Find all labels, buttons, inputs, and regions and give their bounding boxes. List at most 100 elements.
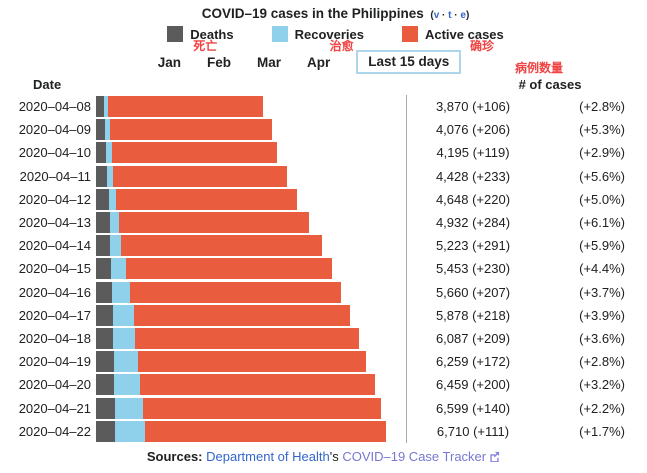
external-link-icon[interactable]: [489, 450, 500, 465]
table-row: 2020–04–16 5,660 (+207) (+3.7%): [0, 280, 647, 304]
tab-jan[interactable]: Jan: [157, 54, 181, 70]
legend-label: Recoveries: [294, 26, 364, 42]
legend-label: Deaths: [190, 26, 234, 42]
stacked-bar: [96, 188, 406, 210]
deaths-segment: [96, 397, 115, 419]
stacked-bar: [96, 351, 406, 373]
row-bar-cell: [96, 210, 407, 235]
recoveries-segment: [111, 281, 131, 303]
row-cases-value: 5,660 (+207): [435, 284, 511, 300]
vte-view-link[interactable]: v: [433, 10, 440, 21]
row-date-label: 2020–04–08: [18, 99, 91, 115]
active-cases-segment: [135, 327, 359, 349]
case-tracker-link[interactable]: COVID–19 Case Tracker: [342, 449, 487, 464]
row-pct-change: (+3.7%): [579, 284, 625, 300]
table-row: 2020–04–12 4,648 (+220) (+5.0%): [0, 187, 647, 211]
table-row: 2020–04–21 6,599 (+140) (+2.2%): [0, 396, 647, 420]
legend-item-recoveries: Recoveries 治愈: [271, 26, 364, 53]
row-pct-change: (+3.6%): [579, 330, 625, 346]
deaths-segment: [96, 212, 110, 234]
active-cases-segment: [108, 96, 264, 118]
legend-item-active: Active cases 确珍: [401, 26, 504, 53]
stacked-bar: [96, 281, 406, 303]
recoveries-segment: [113, 351, 139, 373]
row-bar-cell: [96, 164, 407, 188]
deaths-segment: [96, 96, 104, 118]
stacked-bar: [96, 258, 406, 280]
recoveries-segment: [110, 235, 121, 257]
row-cases-value: 6,087 (+209): [435, 330, 511, 346]
table-row: 2020–04–14 5,223 (+291) (+5.9%): [0, 234, 647, 258]
row-bar-cell: [96, 95, 407, 119]
deaths-segment: [96, 327, 114, 349]
row-cases-value: 4,076 (+206): [435, 122, 511, 138]
tab-apr[interactable]: Apr: [307, 54, 331, 70]
tab-mar[interactable]: Mar: [256, 54, 281, 70]
row-cases-value: 5,878 (+218): [435, 307, 511, 323]
recoveries-segment: [104, 119, 111, 141]
row-pct-change: (+2.2%): [579, 400, 625, 416]
row-bar-cell: [96, 257, 407, 281]
row-date-label: 2020–04–09: [18, 122, 91, 138]
active-cases-segment: [145, 420, 386, 442]
row-bar-cell: [96, 326, 407, 351]
row-cases-value: 4,195 (+119): [436, 145, 510, 161]
active-cases-segment: [138, 351, 367, 373]
deaths-segment: [96, 374, 115, 396]
active-cases-swatch-icon: [401, 26, 418, 42]
row-pct-change: (+5.3%): [579, 122, 625, 138]
deaths-segment: [96, 420, 116, 442]
vte-edit-link[interactable]: e: [460, 10, 466, 21]
row-date-label: 2020–04–17: [18, 307, 91, 323]
table-row: 2020–04–10 4,195 (+119) (+2.9%): [0, 141, 647, 165]
row-date-label: 2020–04–20: [18, 377, 91, 393]
department-of-health-link[interactable]: Department of Health: [206, 449, 330, 464]
table-row: 2020–04–09 4,076 (+206) (+5.3%): [0, 118, 647, 142]
vte-talk-link[interactable]: t: [448, 10, 452, 21]
row-pct-change: (+2.8%): [579, 99, 625, 115]
deaths-segment: [96, 258, 112, 280]
table-row: 2020–04–13 4,932 (+284) (+6.1%): [0, 210, 647, 235]
table-row: 2020–04–11 4,428 (+233) (+5.6%): [0, 164, 647, 188]
row-date-label: 2020–04–18: [18, 330, 91, 346]
row-date-label: 2020–04–21: [18, 400, 91, 416]
active-cases-segment: [120, 235, 322, 257]
row-date-label: 2020–04–19: [18, 354, 91, 370]
row-date-label: 2020–04–11: [19, 168, 91, 184]
row-bar-cell: [96, 234, 407, 258]
row-pct-change: (+5.9%): [579, 238, 625, 254]
stacked-bar-chart: 2020–04–08 3,870 (+106) (+2.8%) 2020–04–…: [0, 95, 647, 443]
title-text: COVID–19 cases in the Philippines: [201, 6, 424, 21]
recoveries-segment: [114, 374, 141, 396]
stacked-bar: [96, 165, 406, 187]
stacked-bar: [96, 420, 406, 442]
legend-label: Active cases: [424, 26, 504, 42]
legend-item-deaths: Deaths 死亡: [167, 26, 234, 53]
stacked-bar: [96, 212, 406, 234]
time-range-tabs: Jan Feb Mar Apr Last 15 days: [0, 50, 633, 74]
table-row: 2020–04–22 6,710 (+111) (+1.7%): [0, 419, 647, 443]
recoveries-segment: [113, 327, 136, 349]
row-date-label: 2020–04–14: [18, 238, 91, 254]
table-row: 2020–04–08 3,870 (+106) (+2.8%): [0, 95, 647, 119]
recoveries-segment: [111, 258, 127, 280]
active-cases-segment: [111, 142, 278, 164]
date-column-header: Date: [33, 77, 62, 92]
deaths-segment: [96, 142, 106, 164]
row-pct-change: (+3.9%): [579, 307, 625, 323]
table-row: 2020–04–20 6,459 (+200) (+3.2%): [0, 373, 647, 397]
table-row: 2020–04–18 6,087 (+209) (+3.6%): [0, 326, 647, 351]
tab-last-15-days[interactable]: Last 15 days: [356, 50, 462, 74]
active-cases-segment: [143, 397, 382, 419]
row-pct-change: (+5.6%): [579, 168, 625, 184]
recoveries-segment: [114, 397, 144, 419]
vte-links: (v · t · e): [430, 10, 470, 21]
deaths-segment: [96, 165, 107, 187]
active-cases-segment: [140, 374, 376, 396]
tab-feb[interactable]: Feb: [206, 54, 231, 70]
row-bar-cell: [96, 373, 407, 397]
row-cases-value: 3,870 (+106): [435, 99, 511, 115]
row-cases-value: 5,223 (+291): [435, 238, 511, 254]
row-pct-change: (+5.0%): [579, 191, 625, 207]
